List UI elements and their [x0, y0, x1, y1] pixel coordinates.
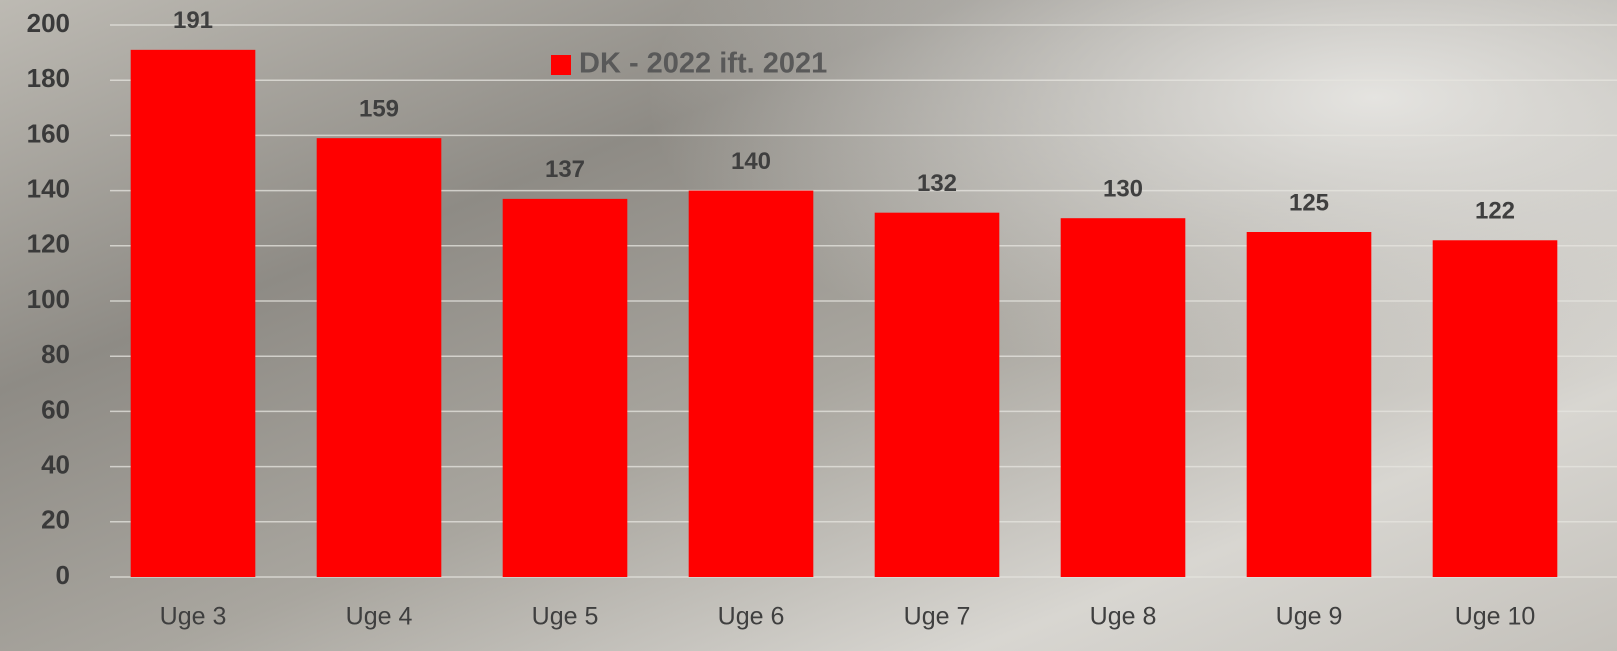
- data-label: 125: [1289, 189, 1329, 216]
- x-tick-label: Uge 4: [346, 603, 413, 631]
- legend-label: DK - 2022 ift. 2021: [579, 48, 827, 80]
- data-label: 137: [545, 156, 585, 183]
- x-tick-label: Uge 3: [160, 603, 227, 631]
- bar: [1433, 240, 1558, 577]
- x-tick-label: Uge 6: [718, 603, 785, 631]
- bar: [131, 50, 256, 577]
- bar: [1061, 218, 1186, 577]
- x-tick-label: Uge 5: [532, 603, 599, 631]
- legend-swatch: [551, 55, 571, 75]
- x-tick-label: Uge 8: [1090, 603, 1157, 631]
- y-tick-label: 40: [41, 449, 70, 479]
- y-tick-label: 200: [27, 8, 70, 38]
- data-label: 130: [1103, 176, 1143, 203]
- y-tick-label: 20: [41, 505, 70, 535]
- y-tick-label: 100: [27, 284, 70, 314]
- bar: [1247, 232, 1372, 577]
- bar: [317, 138, 442, 577]
- data-label: 132: [917, 170, 957, 197]
- y-tick-label: 60: [41, 394, 70, 424]
- bar: [875, 213, 1000, 577]
- bar: [689, 191, 814, 577]
- x-tick-label: Uge 9: [1276, 603, 1343, 631]
- y-tick-label: 80: [41, 339, 70, 369]
- data-label: 191: [173, 7, 213, 34]
- data-label: 140: [731, 148, 771, 175]
- y-tick-label: 0: [56, 560, 70, 590]
- y-tick-label: 120: [27, 229, 70, 259]
- x-tick-label: Uge 10: [1455, 603, 1536, 631]
- y-tick-label: 180: [27, 63, 70, 93]
- data-label: 122: [1475, 198, 1515, 225]
- data-label: 159: [359, 96, 399, 123]
- x-tick-label: Uge 7: [904, 603, 971, 631]
- chart: 0 20 40 60 80 100 120 140 160 180 200 Uge 3 Uge 4 Uge…: [0, 0, 1617, 651]
- y-tick-label: 140: [27, 173, 70, 203]
- y-tick-label: 160: [27, 118, 70, 148]
- bar: [503, 199, 628, 577]
